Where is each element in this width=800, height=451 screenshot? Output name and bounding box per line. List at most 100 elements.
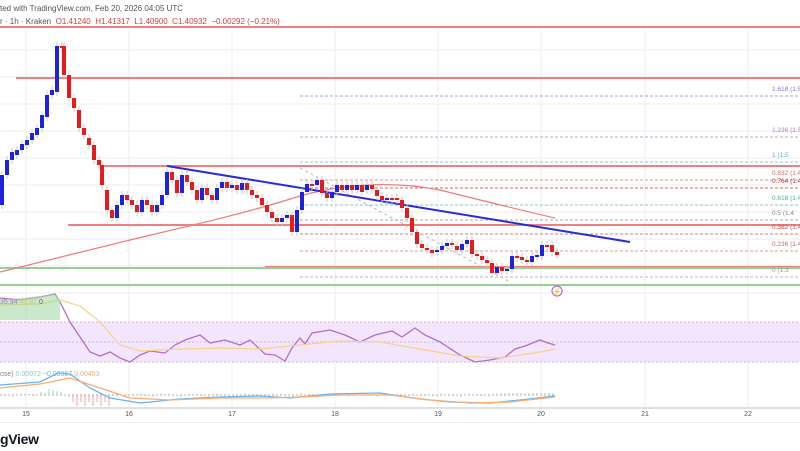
candle [235,185,239,190]
candle [450,243,454,245]
candle [145,200,149,205]
candle [170,172,174,180]
candle [35,128,39,135]
candle [400,200,404,208]
x-tick-17: 17 [228,411,236,418]
candle [335,185,339,192]
candle [415,232,419,244]
candle [325,193,329,198]
candle [480,256,484,260]
candle [280,218,284,222]
candle [165,172,169,195]
candle [77,110,81,128]
candle [25,140,29,145]
candle [250,190,254,195]
x-tick-16: 16 [125,411,133,418]
high-value: H1.41317 [95,17,130,26]
candle [370,185,374,189]
candle [505,269,509,271]
rsi-line [0,293,556,363]
candle [485,260,489,263]
candle [465,240,469,244]
candle [175,180,179,193]
symbol-ohlc-legend: r · 1h · Kraken O1.41240 H1.41317 L1.409… [0,17,280,26]
candle [195,190,199,200]
fib-label-5: 0.618 (1.4 [772,195,800,202]
alert-icon [551,285,563,297]
candle [510,256,514,269]
candle [82,128,86,135]
symbol-label: r · 1h · Kraken [0,17,52,26]
macd-value: −0.00367 [42,371,73,378]
candle [67,75,71,98]
rsi-value: 35.94 [0,299,18,306]
candle [355,185,359,190]
candle [420,244,424,248]
candle [310,184,314,186]
candle [360,185,364,192]
rsi-extra-value: 0 [38,299,43,306]
candle [385,198,389,200]
fib-label-8: 0.236 (1.4 [772,241,800,248]
candle [350,185,354,190]
published-caption: ted with TradingView.com, Feb 20, 2026 0… [0,4,184,13]
candle [345,185,349,190]
candle [330,192,334,198]
candle [555,252,559,255]
candle [62,46,66,75]
candle [470,240,474,254]
trendline [166,165,631,243]
candle [200,188,204,200]
footer [0,422,800,451]
candle [365,185,369,190]
candle [535,255,539,257]
fib-label-2: 1 (1.5 [772,152,789,159]
candle [285,215,289,218]
candle [425,248,429,250]
candle [120,195,124,205]
candle [290,215,294,232]
rsi-ma-line [0,299,556,359]
candle [30,133,34,140]
candle [295,210,299,232]
candle [205,188,209,195]
candle [155,205,159,212]
candle [185,175,189,182]
candle [405,208,409,218]
rsi-legend: 35.94 43.87 0 [0,299,43,306]
candle [430,250,434,253]
candle [130,200,134,205]
fib-label-9: 0 (1.3 [772,267,789,274]
x-tick-21: 21 [641,411,649,418]
fib-label-0: 1.618 (1.5 [772,86,800,93]
fib-label-1: 1.236 (1.5 [772,127,800,134]
candle [110,210,114,218]
candle [445,243,449,246]
candle [490,263,494,273]
candle [55,46,59,92]
candle [10,152,14,160]
candle [240,183,244,190]
candle [380,196,384,200]
change-value: −0.00292 (−0.21%) [211,17,280,26]
x-tick-19: 19 [434,411,442,418]
candle [255,195,259,198]
fib-label-4: 0.764 (1.4 [772,178,800,185]
candle [540,245,544,256]
candle [500,267,504,271]
signal-value: 0.00453 [74,371,100,378]
x-tick-15: 15 [22,411,30,418]
candle [315,180,319,185]
candle [190,182,194,190]
candle [435,250,439,252]
candle [5,160,9,175]
candle [220,182,224,188]
fib-label-7: 0.382 (1.4 [772,224,800,231]
candle [115,205,119,218]
candle [275,218,279,222]
candle [395,198,399,200]
candle [475,254,479,256]
candle [160,195,164,205]
rsi-ma-value: 43.87 [19,299,38,306]
